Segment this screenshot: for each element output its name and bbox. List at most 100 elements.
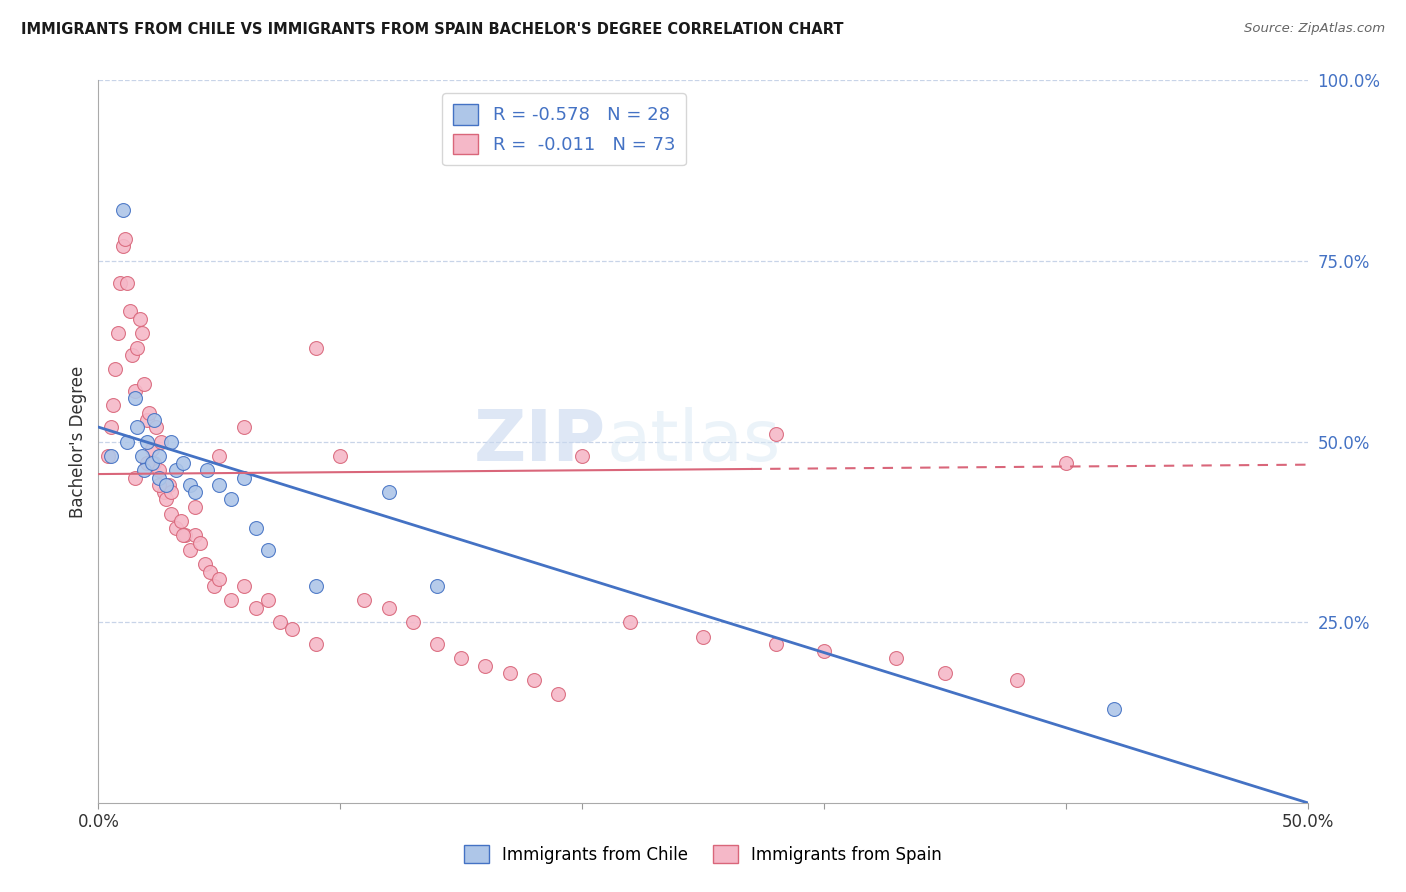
Point xyxy=(127,341,149,355)
Point xyxy=(118,304,141,318)
Legend: Immigrants from Chile, Immigrants from Spain: Immigrants from Chile, Immigrants from S… xyxy=(457,838,949,871)
Point xyxy=(117,434,139,449)
Point xyxy=(165,463,187,477)
Point xyxy=(117,276,139,290)
Point xyxy=(148,478,170,492)
Point xyxy=(179,542,201,557)
Point xyxy=(148,449,170,463)
Text: ZIP: ZIP xyxy=(474,407,606,476)
Point xyxy=(256,593,278,607)
Text: atlas: atlas xyxy=(606,407,780,476)
Point xyxy=(377,600,399,615)
Point xyxy=(256,542,278,557)
Point xyxy=(232,470,254,484)
Point xyxy=(765,637,787,651)
Point xyxy=(134,463,156,477)
Point xyxy=(169,514,191,528)
Point xyxy=(121,348,143,362)
Point xyxy=(111,203,134,218)
Point xyxy=(100,449,122,463)
Point xyxy=(152,485,174,500)
Y-axis label: Bachelor's Degree: Bachelor's Degree xyxy=(69,366,87,517)
Point xyxy=(571,449,593,463)
Point xyxy=(204,579,226,593)
Point xyxy=(1054,456,1077,470)
Point xyxy=(232,420,254,434)
Point xyxy=(619,615,641,630)
Point xyxy=(128,311,150,326)
Point xyxy=(208,449,231,463)
Point xyxy=(134,376,156,391)
Point xyxy=(281,623,304,637)
Point xyxy=(104,362,127,376)
Point xyxy=(148,463,170,477)
Point xyxy=(208,572,231,586)
Point xyxy=(155,492,177,507)
Point xyxy=(1007,673,1029,687)
Point xyxy=(124,391,146,405)
Point xyxy=(184,485,207,500)
Point xyxy=(474,658,496,673)
Point xyxy=(135,434,157,449)
Point xyxy=(111,239,134,253)
Point xyxy=(886,651,908,665)
Point xyxy=(377,485,399,500)
Point xyxy=(934,665,956,680)
Point xyxy=(523,673,546,687)
Point xyxy=(305,341,328,355)
Point xyxy=(353,593,375,607)
Point xyxy=(143,456,166,470)
Point xyxy=(145,420,167,434)
Point xyxy=(426,579,449,593)
Text: Source: ZipAtlas.com: Source: ZipAtlas.com xyxy=(1244,22,1385,36)
Point xyxy=(198,565,221,579)
Point xyxy=(450,651,472,665)
Point xyxy=(179,478,201,492)
Point xyxy=(305,579,328,593)
Point xyxy=(127,420,149,434)
Point xyxy=(245,521,267,535)
Point xyxy=(765,427,787,442)
Point xyxy=(114,232,136,246)
Point xyxy=(426,637,449,651)
Point xyxy=(813,644,835,658)
Point xyxy=(131,449,153,463)
Point xyxy=(195,463,218,477)
Point xyxy=(498,665,520,680)
Point xyxy=(138,406,160,420)
Point xyxy=(184,528,207,542)
Text: IMMIGRANTS FROM CHILE VS IMMIGRANTS FROM SPAIN BACHELOR'S DEGREE CORRELATION CHA: IMMIGRANTS FROM CHILE VS IMMIGRANTS FROM… xyxy=(21,22,844,37)
Point xyxy=(165,521,187,535)
Point xyxy=(124,384,146,398)
Point xyxy=(160,485,183,500)
Point xyxy=(329,449,352,463)
Point xyxy=(135,413,157,427)
Point xyxy=(402,615,425,630)
Point xyxy=(208,478,231,492)
Point xyxy=(692,630,714,644)
Point xyxy=(150,434,173,449)
Point xyxy=(221,492,243,507)
Point xyxy=(108,276,131,290)
Point xyxy=(1102,702,1125,716)
Point xyxy=(232,579,254,593)
Point xyxy=(100,420,122,434)
Point xyxy=(124,470,146,484)
Point xyxy=(188,535,211,549)
Point xyxy=(184,500,207,514)
Point xyxy=(221,593,243,607)
Point xyxy=(245,600,267,615)
Point xyxy=(172,456,194,470)
Point xyxy=(305,637,328,651)
Legend: R = -0.578   N = 28, R =  -0.011   N = 73: R = -0.578 N = 28, R = -0.011 N = 73 xyxy=(441,93,686,165)
Point xyxy=(157,478,180,492)
Point xyxy=(194,558,217,572)
Point xyxy=(107,326,129,340)
Point xyxy=(172,528,194,542)
Point xyxy=(97,449,120,463)
Point xyxy=(547,687,569,701)
Point xyxy=(160,507,183,521)
Point xyxy=(135,456,157,470)
Point xyxy=(174,528,197,542)
Point xyxy=(143,413,166,427)
